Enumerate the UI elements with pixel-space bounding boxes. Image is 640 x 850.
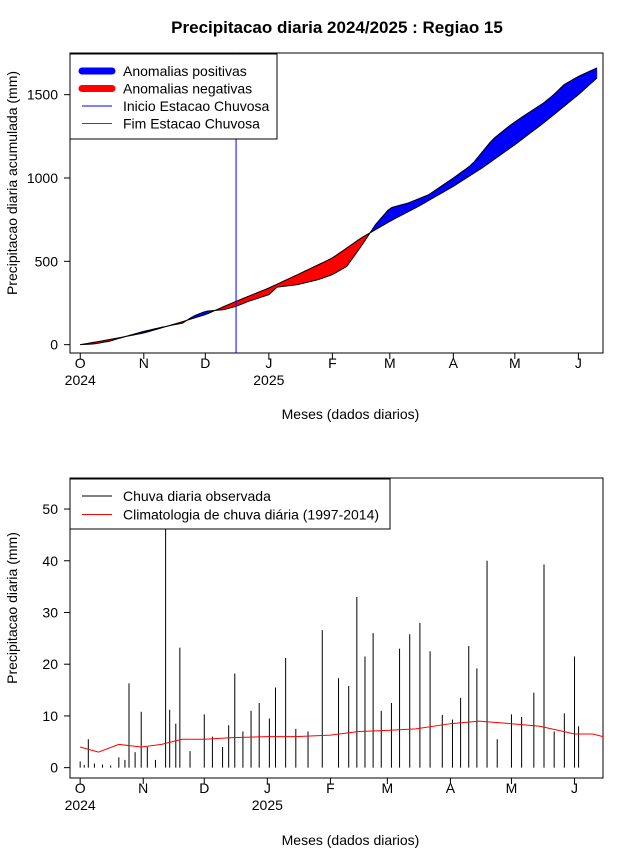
x-tick-label: J xyxy=(575,355,582,371)
positive-anomaly-segment xyxy=(506,124,512,152)
y-axis-title: Precipitacao diaria (mm) xyxy=(4,532,20,684)
year-label: 2024 xyxy=(65,372,96,388)
cumulative-panel: 0 500 1000 1500 O N D J F M A M J 2024 2025 Meses (dado… xyxy=(4,52,604,422)
climatology-daily-line xyxy=(80,720,604,753)
y-tick-label: 50 xyxy=(42,501,58,517)
positive-anomaly-segment xyxy=(494,134,499,160)
positive-anomaly-segment xyxy=(539,102,544,127)
plot-frame xyxy=(69,52,604,354)
year-label: 2025 xyxy=(253,372,284,388)
positive-anomaly-segment xyxy=(498,130,503,157)
negative-anomaly-segment xyxy=(317,262,323,281)
x-tick-label: F xyxy=(328,355,337,371)
y-tick-label: 40 xyxy=(42,553,58,569)
negative-anomaly-segment xyxy=(309,266,315,283)
x-tick-label: M xyxy=(384,355,396,371)
x-tick-label: O xyxy=(75,355,86,371)
y-tick-label: 1000 xyxy=(27,170,58,186)
y-tick-label: 0 xyxy=(50,760,58,776)
positive-anomaly-segment xyxy=(530,107,536,133)
positive-anomaly-segment xyxy=(485,141,491,166)
x-tick-label: N xyxy=(139,355,149,371)
x-tick-label: N xyxy=(138,780,148,796)
positive-anomaly-segment xyxy=(522,113,528,140)
climatology-accumulation-line xyxy=(80,77,598,346)
positive-anomaly-segment xyxy=(526,110,532,136)
y-tick-label: 0 xyxy=(50,337,58,353)
negative-anomaly-segment xyxy=(325,258,331,278)
x-tick-label: D xyxy=(199,780,209,796)
x-tick-label: J xyxy=(571,780,578,796)
negative-anomaly-segment xyxy=(342,247,348,270)
positive-anomaly-segment xyxy=(563,81,569,107)
positive-anomaly-segment xyxy=(543,99,548,124)
negative-anomaly-segment xyxy=(313,264,319,282)
year-label: 2025 xyxy=(252,797,283,813)
negative-anomaly-segment xyxy=(330,256,335,276)
x-tick-label: J xyxy=(264,780,271,796)
x-tick-label: M xyxy=(382,780,394,796)
y-axis-title: Precipitacao diaria acumulada (mm) xyxy=(4,71,20,295)
legend-label: Fim Estacao Chuvosa xyxy=(123,116,260,132)
y-tick-label: 30 xyxy=(42,604,58,620)
x-tick-label: D xyxy=(200,355,210,371)
plot-frame xyxy=(69,477,604,779)
year-label: 2024 xyxy=(65,797,96,813)
y-tick-label: 10 xyxy=(42,708,58,724)
x-tick-label: O xyxy=(75,780,86,796)
legend-label: Anomalias negativas xyxy=(123,81,252,97)
legend-label: Chuva diaria observada xyxy=(123,488,271,504)
legend-label: Anomalias positivas xyxy=(123,63,247,79)
chart-title: Precipitacao diaria 2024/2025 : Regiao 1… xyxy=(171,18,503,37)
x-tick-label: F xyxy=(326,780,335,796)
y-tick-label: 20 xyxy=(42,656,58,672)
legend-label: Climatologia de chuva diária (1997-2014) xyxy=(123,507,379,523)
positive-anomaly-segment xyxy=(535,105,540,130)
x-axis-title: Meses (dados diarios) xyxy=(282,406,420,422)
positive-anomaly-segment xyxy=(514,118,520,146)
legend-label: Inicio Estacao Chuvosa xyxy=(123,98,270,114)
negative-anomaly-segment xyxy=(321,260,327,279)
positive-anomaly-segment xyxy=(518,115,524,143)
x-tick-label: A xyxy=(449,355,459,371)
positive-anomaly-segment xyxy=(502,127,507,154)
legend-box xyxy=(69,478,391,530)
y-tick-label: 500 xyxy=(35,253,59,269)
y-tick-label: 1500 xyxy=(27,87,58,103)
positive-anomaly-segment xyxy=(547,95,553,121)
x-tick-label: A xyxy=(446,780,456,796)
positive-anomaly-segment xyxy=(510,121,516,149)
x-tick-label: J xyxy=(265,355,272,371)
daily-panel: 0 10 20 30 40 50 O N D J F M A M J 2024 2025 Meses (dados… xyxy=(4,477,604,848)
x-tick-label: M xyxy=(506,780,518,796)
x-axis-title: Meses (dados diarios) xyxy=(282,832,420,848)
x-tick-label: M xyxy=(509,355,521,371)
